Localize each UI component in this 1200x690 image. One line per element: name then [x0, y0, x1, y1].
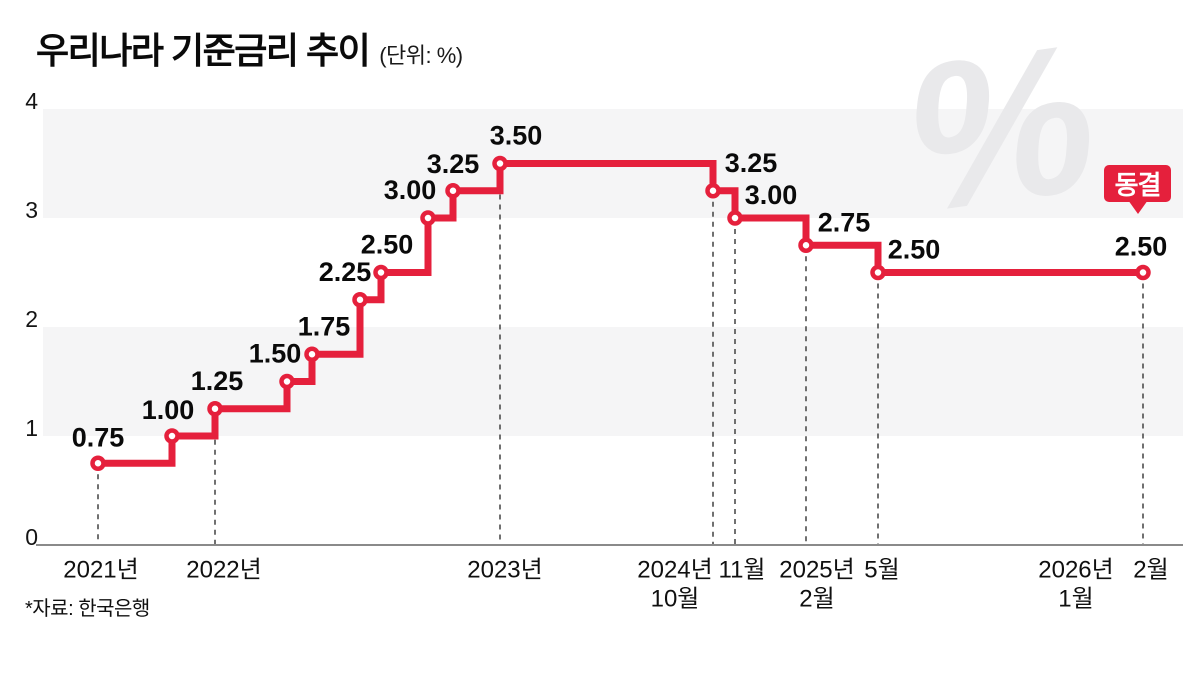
data-point-marker: [420, 210, 436, 226]
data-point-marker: [705, 183, 721, 199]
x-axis-label: 2026년: [1038, 557, 1113, 584]
x-axis-label: 2022년: [186, 557, 261, 584]
percent-watermark: %: [891, 0, 1109, 257]
freeze-badge: 동결: [1104, 165, 1171, 214]
value-label: 2.50: [1115, 232, 1168, 262]
x-axis-label: 2024년: [637, 557, 712, 584]
data-point-marker: [1135, 264, 1151, 281]
freeze-badge-label: 동결: [1114, 170, 1162, 200]
value-label: 2.50: [888, 235, 941, 265]
value-label: 3.50: [490, 121, 543, 151]
background-stripe: [43, 327, 1183, 436]
data-point-marker: [727, 210, 743, 226]
x-axis-label-line2: 1월: [1058, 586, 1093, 613]
y-axis-label: 1: [25, 415, 38, 441]
data-point-marker: [445, 183, 461, 199]
x-axis-label: 2월: [1133, 557, 1168, 584]
value-label: 1.75: [298, 311, 351, 341]
x-axis-label-line2: 10월: [651, 586, 700, 613]
data-point-marker: [207, 401, 223, 417]
x-axis-label: 2025년: [779, 557, 854, 584]
data-point-marker: [492, 155, 508, 172]
x-axis-label: 2023년: [467, 557, 542, 584]
value-label: 3.25: [427, 149, 480, 179]
value-label: 3.00: [745, 180, 798, 210]
value-label: 1.50: [249, 339, 302, 369]
y-axis-label: 2: [25, 306, 38, 332]
source-note: *자료: 한국은행: [25, 598, 150, 620]
unit-label: (단위: %): [379, 43, 463, 68]
value-label: 2.25: [319, 257, 372, 287]
value-label: 1.00: [142, 395, 195, 425]
value-label: 2.75: [818, 207, 871, 237]
data-point-marker: [164, 428, 180, 444]
x-axis-label: 11월: [719, 557, 766, 584]
value-label: 3.00: [384, 175, 437, 205]
data-point-marker: [279, 373, 295, 390]
data-point-marker: [373, 264, 389, 281]
data-point-marker: [304, 346, 320, 362]
data-point-marker: [798, 237, 814, 253]
data-point-marker: [870, 264, 886, 281]
chart-header: 우리나라 기준금리 추이 (단위: %): [36, 22, 463, 74]
data-point-marker: [90, 455, 106, 471]
y-axis-label: 0: [25, 524, 38, 550]
y-axis-label: 3: [25, 197, 38, 223]
x-axis-label: 2021년: [63, 557, 138, 584]
value-label: 3.25: [725, 148, 778, 178]
value-label: 1.25: [191, 366, 244, 396]
value-label: 2.50: [361, 230, 414, 260]
x-axis-label-line2: 2월: [799, 586, 834, 613]
page-title: 우리나라 기준금리 추이: [36, 30, 371, 71]
x-axis-label: 5월: [864, 557, 899, 584]
y-axis-label: 4: [25, 88, 38, 114]
data-point-marker: [352, 292, 368, 308]
rate-step-line: [98, 160, 1143, 467]
value-label: 0.75: [72, 422, 125, 452]
